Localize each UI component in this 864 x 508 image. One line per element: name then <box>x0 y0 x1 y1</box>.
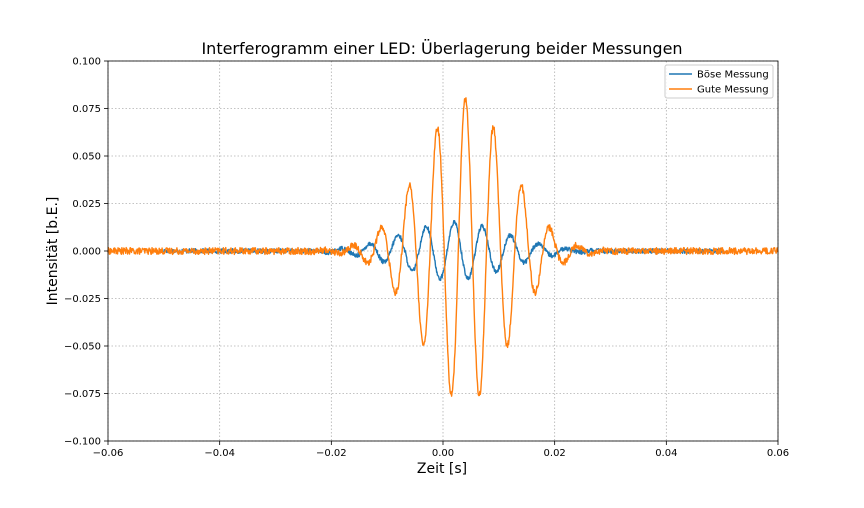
y-tick-label: 0.050 <box>72 152 101 163</box>
x-axis-label: Zeit [s] <box>417 461 467 477</box>
y-tick-label: −0.050 <box>64 342 101 353</box>
y-tick-label: 0.100 <box>72 57 101 68</box>
y-axis: −0.100 −0.075 −0.050 −0.025 0.000 0.025 0.050 0… <box>64 57 108 448</box>
y-tick-label: −0.100 <box>64 437 101 448</box>
y-tick-label: −0.075 <box>64 389 101 400</box>
x-tick-label: −0.04 <box>204 448 235 459</box>
series-line-gute <box>107 97 779 397</box>
x-tick-label: −0.06 <box>93 448 124 459</box>
x-tick-label: 0.02 <box>544 448 566 459</box>
chart-title: Interferogramm einer LED: Überlagerung b… <box>201 39 682 58</box>
y-tick-label: 0.000 <box>72 247 101 258</box>
legend: Böse Messung Gute Messung <box>664 64 774 99</box>
y-tick-label: −0.025 <box>64 294 101 305</box>
x-tick-label: −0.02 <box>316 448 347 459</box>
series-layer <box>107 97 779 397</box>
x-axis: −0.06 −0.04 −0.02 0.00 0.02 0.04 0.06 <box>93 441 789 459</box>
x-tick-label: 0.06 <box>767 448 789 459</box>
legend-label-bose: Böse Messung <box>697 70 769 81</box>
x-tick-label: 0.04 <box>655 448 677 459</box>
legend-label-gute: Gute Messung <box>697 85 769 96</box>
y-axis-label: Intensität [b.E.] <box>45 197 61 306</box>
y-tick-label: 0.075 <box>72 104 101 115</box>
y-tick-label: 0.025 <box>72 199 101 210</box>
x-tick-label: 0.00 <box>432 448 454 459</box>
